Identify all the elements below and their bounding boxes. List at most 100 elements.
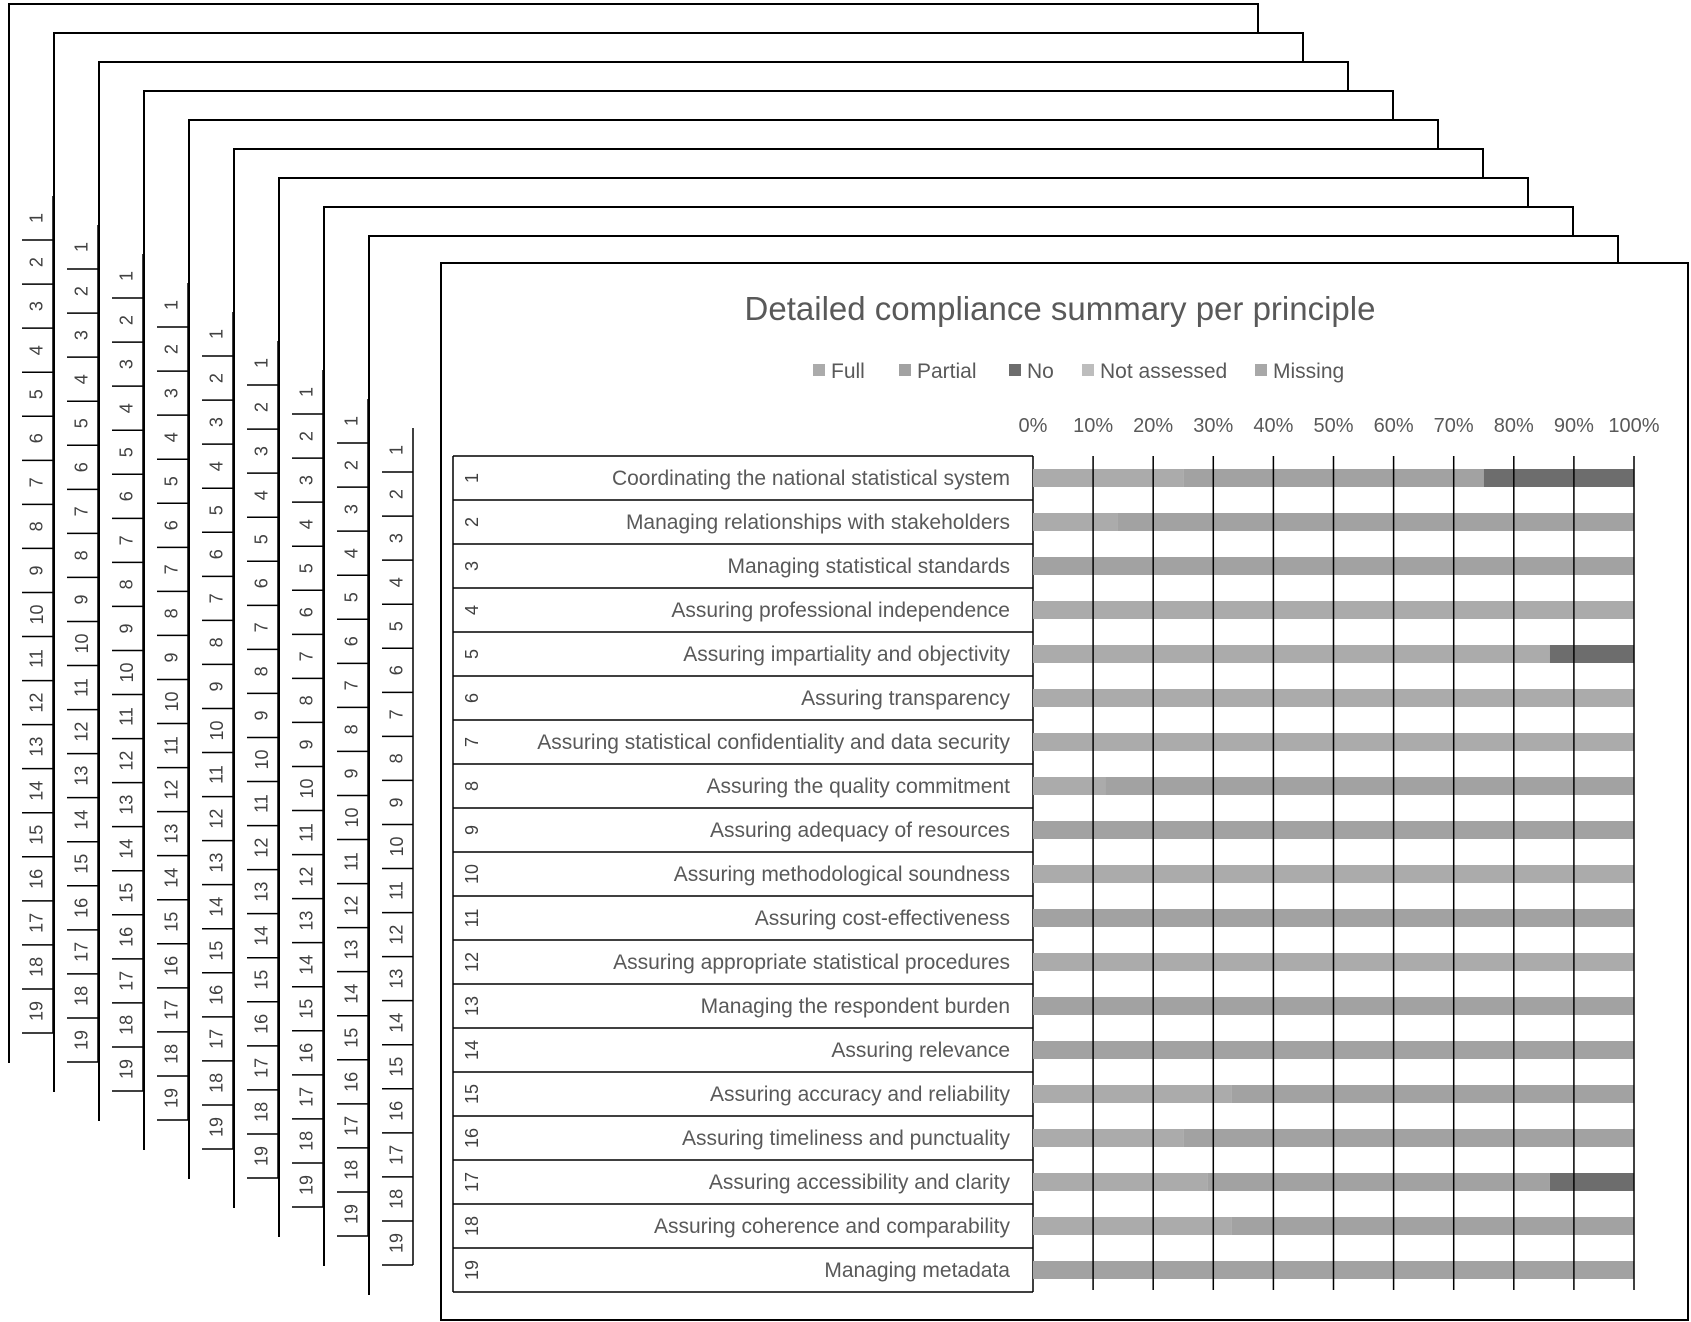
- background-sheet-row-number: 17: [207, 1029, 227, 1049]
- background-sheet-row-number: 5: [297, 563, 317, 573]
- row-label: Coordinating the national statistical sy…: [612, 467, 1010, 490]
- background-sheet-row-number: 4: [387, 577, 407, 587]
- x-tick-label: 10%: [1073, 415, 1113, 437]
- background-sheet-row-number: 2: [387, 489, 407, 499]
- row-label: Managing metadata: [824, 1259, 1010, 1282]
- background-sheet-row-number: 16: [387, 1101, 407, 1121]
- background-sheet-row-number: 9: [252, 710, 272, 720]
- bar-segment: [1033, 469, 1184, 487]
- row-label: Assuring timeliness and punctuality: [682, 1127, 1011, 1150]
- background-sheet-row-number: 5: [342, 592, 362, 602]
- background-sheet-row-number: 11: [72, 678, 92, 697]
- background-sheet-row-number: 9: [27, 565, 47, 575]
- background-sheet-row-number: 7: [297, 651, 317, 661]
- background-sheet-row-number: 17: [387, 1145, 407, 1165]
- background-sheet-row-number: 5: [252, 534, 272, 544]
- background-sheet-row-number: 2: [162, 344, 182, 354]
- background-sheet-row-number: 14: [207, 897, 227, 917]
- background-sheet-row-number: 6: [27, 433, 47, 443]
- background-sheet-row-number: 16: [342, 1072, 362, 1092]
- background-sheet-row-number: 10: [342, 807, 362, 827]
- background-sheet-row-number: 4: [342, 548, 362, 558]
- background-sheet-row-number: 13: [252, 882, 272, 902]
- background-sheet-row-number: 7: [387, 709, 407, 719]
- background-sheet-row-number: 8: [207, 637, 227, 647]
- background-sheet-row-number: 2: [27, 257, 47, 267]
- row-number: 8: [462, 781, 482, 791]
- bar-segment: [1033, 1085, 1232, 1103]
- row-label: Assuring appropriate statistical procedu…: [613, 951, 1010, 974]
- bar-segment: [1033, 777, 1106, 795]
- background-sheet-row-number: 5: [162, 476, 182, 486]
- background-sheet-row-number: 16: [162, 956, 182, 976]
- background-sheet-row-number: 3: [27, 301, 47, 311]
- background-sheet-row-number: 6: [207, 549, 227, 559]
- background-sheet-row-number: 5: [207, 505, 227, 515]
- background-sheet-row-number: 15: [252, 970, 272, 990]
- background-sheet-row-number: 18: [117, 1015, 137, 1035]
- background-sheet-row-number: 10: [72, 633, 92, 653]
- background-sheet-row-number: 10: [27, 604, 47, 624]
- background-sheet-row-number: 7: [252, 622, 272, 632]
- background-sheet-row-number: 8: [27, 521, 47, 531]
- background-sheet-row-number: 12: [207, 809, 227, 829]
- background-sheet-row-number: 17: [342, 1116, 362, 1136]
- legend-swatch: [1255, 364, 1267, 376]
- background-sheet-row-number: 9: [297, 739, 317, 749]
- background-sheet-row-number: 12: [387, 925, 407, 945]
- bar-segment: [1033, 1173, 1208, 1191]
- background-sheet-row-number: 2: [252, 402, 272, 412]
- row-label: Assuring the quality commitment: [707, 775, 1011, 798]
- row-number: 4: [462, 605, 482, 615]
- background-sheet-row-number: 1: [387, 445, 407, 455]
- background-sheet-row-number: 17: [252, 1058, 272, 1078]
- legend-swatch: [813, 364, 825, 376]
- row-number: 12: [462, 952, 482, 972]
- background-sheet-row-number: 9: [72, 594, 92, 604]
- background-sheet-row-number: 16: [27, 869, 47, 889]
- legend-label: Full: [831, 360, 865, 383]
- background-sheet-row-number: 17: [117, 971, 137, 991]
- row-label: Assuring coherence and comparability: [654, 1215, 1011, 1238]
- legend-swatch: [899, 364, 911, 376]
- legend-label: Not assessed: [1100, 360, 1227, 383]
- category-table: 1 Coordinating the national statistical s…: [452, 455, 1034, 1293]
- background-sheet-row-number: 19: [387, 1233, 407, 1253]
- row-label: Assuring statistical confidentiality and…: [537, 731, 1010, 754]
- background-sheet-row-number: 8: [387, 753, 407, 763]
- row-label: Assuring impartiality and objectivity: [683, 643, 1010, 666]
- background-sheet-row-number: 6: [252, 578, 272, 588]
- background-sheet-row-number: 14: [297, 955, 317, 975]
- bar-segment: [1549, 1173, 1634, 1191]
- background-sheet-row-number: 2: [117, 315, 137, 325]
- background-sheet-row-number: 13: [342, 940, 362, 960]
- legend-label: Partial: [917, 360, 977, 383]
- row-number: 3: [462, 561, 482, 571]
- background-sheet-row-number: 5: [117, 447, 137, 457]
- background-sheet-row-number: 16: [207, 985, 227, 1005]
- background-sheet-row-number: 1: [162, 300, 182, 310]
- legend-label: Missing: [1273, 360, 1344, 383]
- background-sheet-row-number: 2: [342, 460, 362, 470]
- background-sheet-row-number: 18: [297, 1131, 317, 1151]
- bar-segment: [1207, 1173, 1550, 1191]
- row-number: 18: [462, 1216, 482, 1236]
- row-label: Assuring adequacy of resources: [710, 819, 1010, 842]
- bar-segment: [1183, 1129, 1634, 1147]
- background-sheet-row-number: 7: [207, 593, 227, 603]
- background-sheet-row-number: 4: [207, 461, 227, 471]
- background-sheet-row-number: 5: [27, 389, 47, 399]
- background-sheet-row-number: 19: [72, 1030, 92, 1050]
- background-sheet-row-number: 7: [342, 680, 362, 690]
- background-sheet-row-number: 9: [387, 797, 407, 807]
- x-tick-label: 20%: [1133, 415, 1173, 437]
- background-sheet-row-number: 18: [342, 1160, 362, 1180]
- row-number: 6: [462, 693, 482, 703]
- row-label: Assuring transparency: [801, 687, 1010, 710]
- background-sheet-row-number: 14: [162, 868, 182, 888]
- background-sheet-row-number: 3: [387, 533, 407, 543]
- background-sheet-row-number: 12: [162, 780, 182, 800]
- background-sheet-row-number: 8: [252, 666, 272, 676]
- background-sheet-row-number: 9: [117, 623, 137, 633]
